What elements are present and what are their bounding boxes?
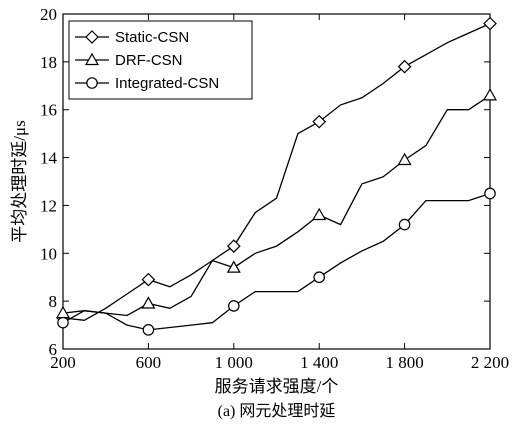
y-tick-label: 14	[40, 149, 58, 168]
data-point	[483, 16, 497, 31]
x-tick-label: 1 800	[385, 353, 423, 372]
figure-caption: (a) 网元处理时延	[218, 402, 336, 420]
series-line	[62, 192, 491, 331]
plot-frame	[62, 13, 491, 350]
y-tick-label: 16	[40, 101, 57, 120]
data-point	[312, 207, 327, 221]
y-tick-label: 20	[40, 5, 57, 24]
legend-entry: Integrated-CSN	[75, 75, 219, 92]
data-point	[482, 88, 498, 101]
y-tick-label: 8	[49, 292, 58, 311]
x-tick-label: 1 400	[300, 353, 338, 372]
data-point	[141, 296, 156, 309]
data-point	[226, 239, 241, 253]
data-point	[398, 218, 411, 231]
legend: Static-CSN DRF-CSN Integrated-CSN	[68, 20, 253, 100]
x-tick-label: 600	[136, 353, 162, 372]
data-point	[141, 272, 156, 287]
y-tick-label: 6	[49, 340, 58, 359]
series-triangle	[55, 88, 498, 319]
x-tick-label: 1 000	[215, 353, 253, 372]
series-circle	[57, 187, 496, 336]
legend-entry: Static-CSN	[75, 29, 189, 46]
series-line	[62, 23, 491, 321]
axes: 200 600 1 000 1 400 1 800 2 200 6 8 10 12 14 16 18 20	[40, 5, 509, 372]
x-tick-label: 2 200	[471, 353, 509, 372]
data-point	[484, 187, 496, 200]
series-line	[62, 94, 491, 317]
data-point	[142, 324, 155, 336]
legend-marker	[86, 77, 98, 89]
legend-entry: DRF-CSN	[75, 52, 183, 69]
data-point	[312, 114, 327, 129]
data-point	[57, 316, 69, 329]
y-tick-label: 18	[40, 53, 57, 72]
legend-label: DRF-CSN	[115, 52, 183, 69]
data-point	[228, 300, 240, 312]
series-group	[55, 16, 498, 336]
x-axis-title: 服务请求强度/个	[215, 377, 339, 396]
y-tick-label: 12	[40, 196, 57, 215]
legend-marker	[85, 30, 99, 44]
data-point	[313, 271, 325, 284]
data-point	[397, 152, 412, 166]
legend-marker	[84, 52, 100, 66]
data-point	[397, 59, 412, 74]
x-tick-label: 200	[50, 353, 76, 372]
y-axis-title: 平均处理时延/μs	[10, 120, 29, 242]
data-point	[226, 260, 241, 273]
legend-label: Static-CSN	[115, 29, 189, 46]
legend-label: Integrated-CSN	[115, 75, 219, 92]
y-tick-label: 10	[40, 244, 57, 263]
